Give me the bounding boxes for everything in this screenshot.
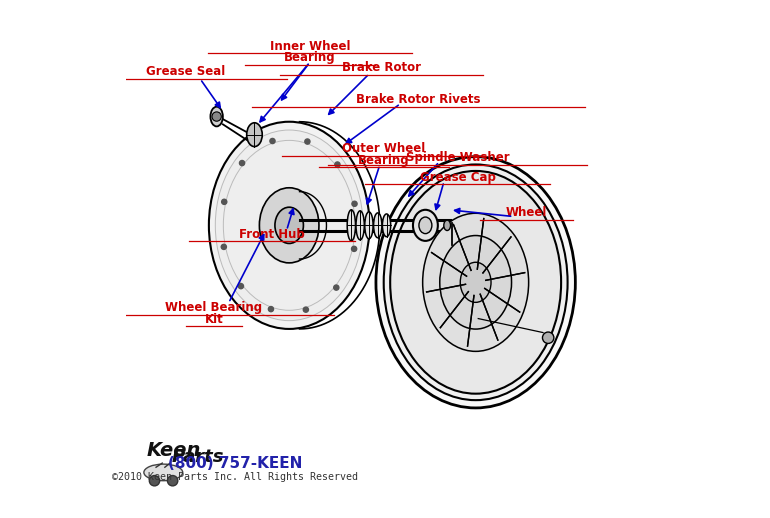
Ellipse shape: [376, 157, 575, 408]
Ellipse shape: [347, 210, 356, 241]
Ellipse shape: [440, 236, 511, 329]
Ellipse shape: [423, 213, 529, 351]
Ellipse shape: [144, 464, 182, 481]
Circle shape: [333, 285, 339, 290]
Text: Outer Wheel: Outer Wheel: [343, 142, 426, 155]
Circle shape: [305, 139, 310, 144]
Text: Bearing: Bearing: [284, 51, 336, 64]
Ellipse shape: [390, 171, 561, 394]
Circle shape: [221, 244, 226, 250]
Text: Brake Rotor: Brake Rotor: [342, 61, 421, 74]
Ellipse shape: [383, 214, 390, 237]
Ellipse shape: [209, 122, 370, 329]
Circle shape: [543, 332, 554, 343]
Ellipse shape: [246, 123, 263, 147]
Circle shape: [352, 201, 357, 206]
Circle shape: [352, 246, 357, 251]
Ellipse shape: [419, 217, 432, 234]
Text: ©2010 Keen Parts Inc. All Rights Reserved: ©2010 Keen Parts Inc. All Rights Reserve…: [112, 471, 358, 482]
Circle shape: [239, 161, 245, 166]
Ellipse shape: [383, 165, 567, 400]
Text: Front Hub: Front Hub: [239, 227, 305, 241]
Circle shape: [149, 476, 159, 486]
Ellipse shape: [460, 262, 491, 303]
Ellipse shape: [413, 210, 438, 241]
Ellipse shape: [444, 220, 450, 231]
Ellipse shape: [210, 107, 223, 126]
Circle shape: [167, 476, 178, 486]
Text: Keen: Keen: [146, 441, 201, 460]
Circle shape: [270, 138, 275, 143]
Text: Kit: Kit: [205, 312, 223, 326]
Circle shape: [335, 162, 340, 167]
Circle shape: [303, 307, 309, 312]
Text: Spindle Washer: Spindle Washer: [406, 151, 509, 165]
Text: Grease Seal: Grease Seal: [146, 65, 225, 78]
Text: Wheel: Wheel: [506, 206, 547, 219]
Ellipse shape: [259, 188, 319, 263]
Ellipse shape: [223, 140, 355, 310]
Ellipse shape: [216, 130, 363, 321]
Text: Grease Cap: Grease Cap: [420, 170, 495, 184]
Circle shape: [222, 199, 227, 205]
Text: Wheel Bearing: Wheel Bearing: [166, 301, 263, 314]
Circle shape: [239, 283, 243, 289]
Circle shape: [269, 307, 273, 312]
Ellipse shape: [356, 211, 364, 240]
Text: Inner Wheel: Inner Wheel: [270, 39, 350, 53]
Ellipse shape: [373, 213, 382, 238]
Text: Parts: Parts: [171, 448, 224, 466]
Text: Bearing: Bearing: [358, 153, 410, 167]
Ellipse shape: [275, 207, 303, 243]
Ellipse shape: [365, 212, 373, 239]
Text: Brake Rotor Rivets: Brake Rotor Rivets: [357, 93, 481, 106]
Text: (800) 757-KEEN: (800) 757-KEEN: [168, 456, 302, 471]
Circle shape: [212, 112, 221, 121]
